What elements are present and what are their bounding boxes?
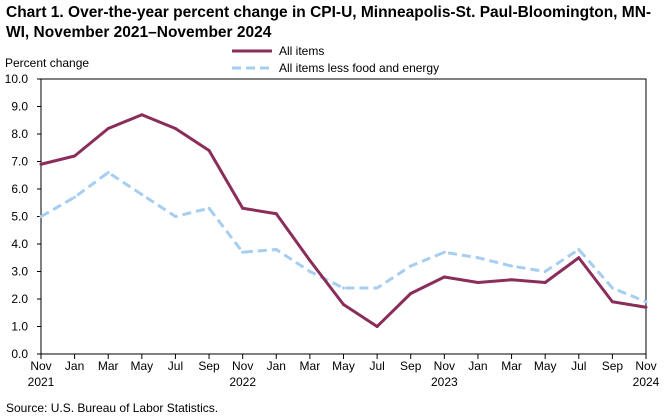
x-tick-label: Jan: [468, 359, 487, 373]
x-tick-label: Sep: [198, 359, 220, 373]
data-point: [342, 286, 345, 290]
data-point: [342, 303, 345, 306]
data-point: [510, 278, 514, 282]
y-tick-label: 3.0: [11, 265, 28, 279]
data-point: [274, 248, 278, 251]
y-tick-label: 4.0: [11, 237, 28, 251]
x-tick-label: May: [332, 359, 355, 373]
data-point: [644, 305, 648, 309]
legend-label: All items less food and energy: [279, 61, 439, 75]
data-point: [442, 250, 446, 254]
x-tick-label: May: [534, 359, 557, 373]
data-point: [510, 264, 514, 268]
x-tick-label: Jul: [571, 359, 586, 373]
x-year-label: 2024: [633, 375, 660, 389]
x-tick-label: Nov: [434, 359, 455, 373]
y-axis-label: Percent change: [5, 56, 89, 70]
x-tick-label: Mar: [300, 359, 321, 373]
x-tick-label: Nov: [232, 359, 253, 373]
data-point: [173, 215, 177, 218]
x-tick-label: Jul: [369, 359, 384, 373]
data-point: [207, 206, 211, 210]
series-lines: [39, 113, 648, 328]
data-point: [308, 259, 312, 262]
x-tick-label: Mar: [98, 359, 119, 373]
y-tick-label: 8.0: [11, 127, 28, 141]
data-point: [207, 149, 211, 152]
data-point: [39, 162, 43, 166]
data-point: [442, 275, 446, 279]
data-point: [409, 264, 413, 268]
x-tick-label: Sep: [602, 359, 624, 373]
data-point: [173, 127, 177, 130]
x-tick-label: Jan: [267, 359, 286, 373]
data-point: [73, 154, 77, 158]
data-point: [409, 292, 413, 295]
series-line-less-food-energy: [40, 171, 647, 304]
data-point: [577, 256, 581, 260]
x-tick-label: Mar: [501, 359, 522, 373]
data-point: [241, 206, 245, 210]
data-point: [543, 281, 547, 284]
data-point: [140, 193, 144, 196]
source-note: Source: U.S. Bureau of Labor Statistics.: [6, 401, 219, 415]
data-point: [476, 281, 480, 284]
data-point: [644, 300, 648, 304]
y-tick-label: 1.0: [11, 320, 28, 334]
data-point: [610, 300, 614, 304]
data-point: [577, 248, 581, 251]
y-tick-label: 6.0: [11, 182, 28, 196]
x-tick-label: Jan: [65, 359, 84, 373]
data-point: [308, 270, 312, 273]
x-tick-label: May: [130, 359, 153, 373]
x-year-label: 2022: [229, 375, 256, 389]
x-tick-label: Jul: [168, 359, 183, 373]
data-point: [241, 250, 245, 254]
data-point: [375, 286, 379, 290]
data-point: [610, 286, 614, 290]
data-point: [106, 127, 110, 130]
data-point: [140, 113, 144, 117]
y-tick-label: 5.0: [11, 210, 28, 224]
legend: All items All items less food and energy: [232, 44, 439, 75]
x-axis: Nov Jan Mar May Jul Sep Nov Jan Mar May Jul Sep Nov J…: [28, 354, 660, 389]
x-tick-label: Nov: [635, 359, 656, 373]
y-tick-label: 7.0: [11, 155, 28, 169]
x-year-label: 2021: [28, 375, 55, 389]
y-tick-label: 10.0: [5, 72, 29, 86]
data-point: [476, 256, 480, 260]
data-point: [106, 171, 110, 174]
x-tick-label: Nov: [30, 359, 51, 373]
data-point: [39, 215, 43, 218]
y-tick-label: 9.0: [11, 100, 28, 114]
data-point: [543, 270, 547, 273]
x-year-label: 2023: [431, 375, 458, 389]
y-tick-label: 0.0: [11, 347, 28, 361]
data-point: [375, 325, 379, 328]
y-axis: 0.0 1.0 2.0 3.0 4.0 5.0 6.0 7.0 8.0 9.0 10.0: [5, 72, 41, 361]
y-tick-label: 2.0: [11, 292, 28, 306]
legend-label: All items: [279, 44, 324, 58]
data-point: [274, 212, 278, 216]
series-line-all-items: [40, 113, 647, 328]
chart-title: Chart 1. Over-the-year percent change in…: [6, 4, 652, 41]
x-tick-label: Sep: [400, 359, 422, 373]
data-point: [73, 195, 77, 199]
